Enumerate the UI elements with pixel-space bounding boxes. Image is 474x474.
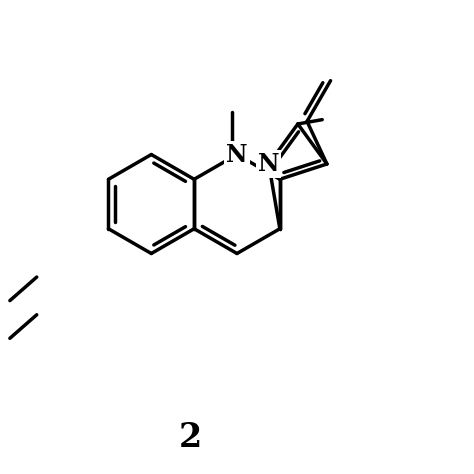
Text: 2: 2 [178, 421, 201, 454]
Text: N: N [226, 143, 248, 166]
Text: N: N [258, 152, 280, 176]
